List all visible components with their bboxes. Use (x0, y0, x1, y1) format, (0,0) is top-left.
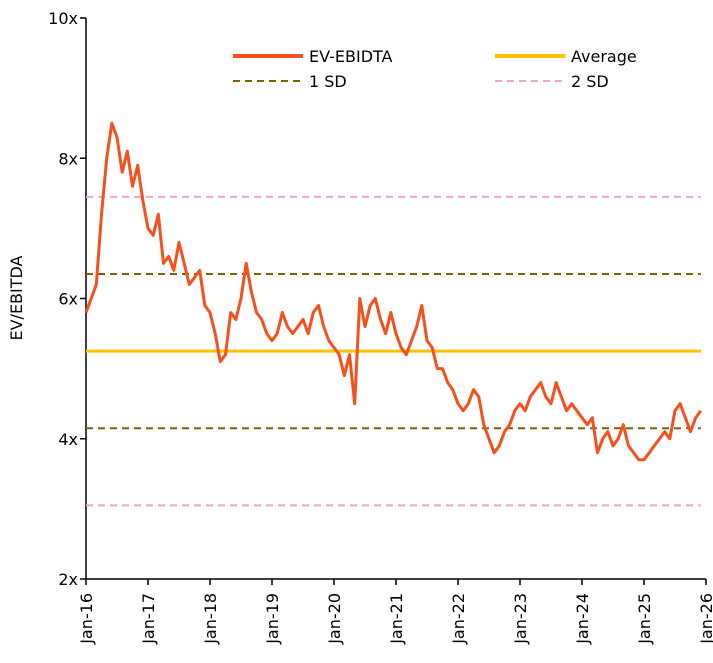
x-tick-label: Jan-26 (697, 593, 713, 645)
x-tick-label: Jan-19 (263, 593, 282, 645)
legend-label: EV-EBIDTA (309, 47, 393, 66)
x-tick-label: Jan-18 (201, 593, 220, 645)
legend-label: Average (571, 47, 637, 66)
y-tick-label: 6x (58, 290, 78, 309)
y-axis-label: EV/EBITDA (7, 255, 26, 340)
x-tick-label: Jan-17 (139, 593, 158, 645)
legend-label: 1 SD (309, 72, 347, 91)
x-tick-label: Jan-25 (635, 593, 654, 645)
x-tick-label: Jan-22 (449, 593, 468, 645)
x-tick-label: Jan-23 (511, 593, 530, 645)
y-tick-label: 10x (48, 9, 78, 28)
series-line (84, 121, 703, 462)
x-tick-label: Jan-16 (77, 593, 96, 645)
x-tick-label: Jan-24 (573, 593, 592, 645)
x-tick-label: Jan-20 (325, 593, 344, 645)
y-tick-label: 8x (58, 149, 78, 168)
y-tick-label: 2x (58, 570, 78, 589)
x-tick-label: Jan-21 (387, 593, 406, 645)
y-tick-label: 4x (58, 430, 78, 449)
legend-label: 2 SD (571, 72, 609, 91)
